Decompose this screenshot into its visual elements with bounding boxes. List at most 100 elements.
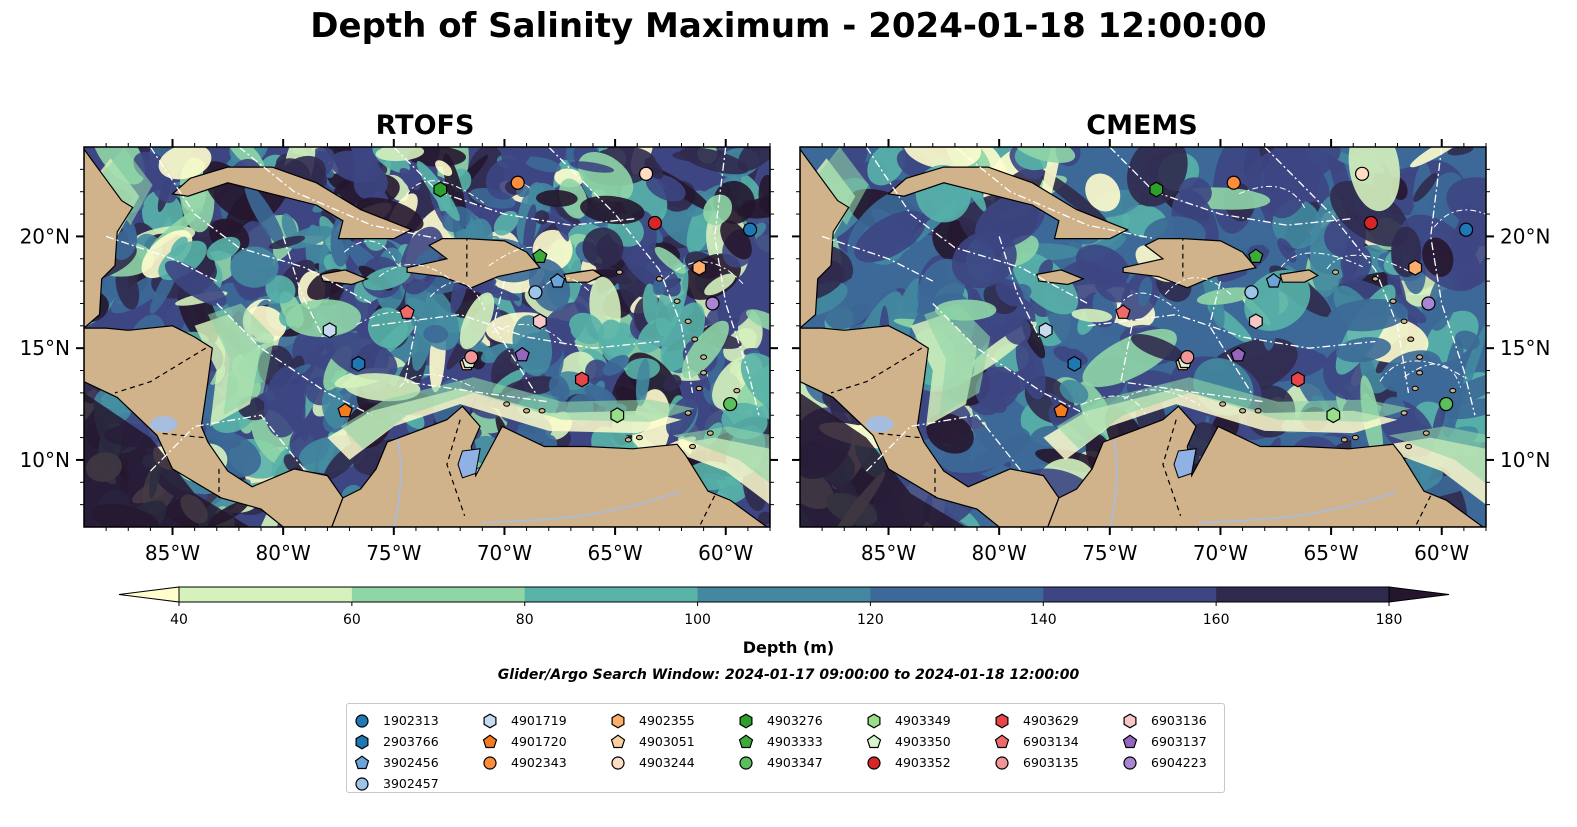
pentagon-marker-icon xyxy=(610,733,626,748)
legend-label: 4903276 xyxy=(767,713,823,728)
legend-label: 6903137 xyxy=(1151,734,1207,749)
rtofs-island-14 xyxy=(733,387,741,394)
colorbar-extend-max xyxy=(1388,586,1450,603)
colorbar-tick-label: 40 xyxy=(170,612,188,628)
cmems-land-6 xyxy=(1047,405,1486,527)
cmems-island-2 xyxy=(1400,410,1408,416)
legend-label: 4903051 xyxy=(639,734,695,749)
float-4903349-marker xyxy=(610,407,625,424)
rtofs-land-3 xyxy=(563,269,604,283)
rtofs-float-markers xyxy=(322,166,758,424)
colorbar-frame xyxy=(178,586,1390,603)
cmems-frame xyxy=(799,146,1487,528)
float-6903134-marker xyxy=(1115,304,1131,319)
cmems-island-12 xyxy=(1254,408,1262,414)
float-4903629-marker xyxy=(1290,371,1305,388)
cmems-island-5 xyxy=(1389,298,1397,304)
float-4901719-marker xyxy=(1038,322,1053,339)
float-4901719-marker xyxy=(322,322,337,339)
cmems-land-1 xyxy=(1122,238,1258,289)
cmems-y-tick-label: 15°N xyxy=(1500,336,1550,360)
cmems-x-tick-label: 85°W xyxy=(861,541,916,565)
legend-item-4901719: 4901719 xyxy=(481,710,567,731)
cmems-land-2 xyxy=(1036,269,1085,286)
rtofs-island-5 xyxy=(673,298,681,304)
pentagon-marker-icon xyxy=(354,754,370,769)
rtofs-x-tick-label: 75°W xyxy=(366,541,421,565)
legend-column: 4903349 4903350 4903352 xyxy=(865,710,951,773)
legend-item-4903244: 4903244 xyxy=(609,752,695,773)
legend-column: 4902355 4903051 4903244 xyxy=(609,710,695,773)
colorbar-extend-min xyxy=(118,586,180,603)
float-legend: 1902313 2903766 3902456 3902457 4901719 49017… xyxy=(346,703,1225,793)
colorbar-bin xyxy=(870,587,1044,602)
rtofs-island-0 xyxy=(700,370,708,376)
hexagon-marker-icon xyxy=(483,713,497,728)
legend-label: 6904223 xyxy=(1151,755,1207,770)
float-4902355-marker xyxy=(1408,259,1423,276)
float-4903347-marker xyxy=(1439,396,1454,412)
pentagon-marker-icon xyxy=(738,733,754,748)
rtofs-eez-boundaries xyxy=(105,147,760,472)
legend-label: 4902343 xyxy=(511,755,567,770)
rtofs-island-16 xyxy=(700,354,708,360)
colorbar-tick-label: 180 xyxy=(1376,612,1403,628)
rtofs-borders xyxy=(114,238,716,527)
legend-item-6903137: 6903137 xyxy=(1121,731,1207,752)
float-6903137-marker xyxy=(514,346,530,362)
float-4903276-marker xyxy=(1149,181,1164,198)
legend-item-4903349: 4903349 xyxy=(865,710,951,731)
rtofs-shallow-coastal-zone xyxy=(84,147,770,505)
legend-item-4903629: 4903629 xyxy=(993,710,1079,731)
cmems-x-tick-label: 65°W xyxy=(1303,541,1358,565)
legend-item-2903766: 2903766 xyxy=(353,731,439,752)
legend-label: 3902457 xyxy=(383,776,439,791)
rtofs-island-7 xyxy=(616,269,624,275)
legend-item-4903347: 4903347 xyxy=(737,752,823,773)
float-2903766-marker xyxy=(1067,355,1082,372)
colorbar-label: Depth (m) xyxy=(742,638,835,657)
cmems-island-13 xyxy=(1351,434,1359,441)
pentagon-marker-icon xyxy=(1122,733,1138,748)
rtofs-river xyxy=(482,490,682,524)
cmems-river-2 xyxy=(1109,439,1118,527)
legend-label: 4901720 xyxy=(511,734,567,749)
rtofs-y-tick-label: 10°N xyxy=(20,448,70,472)
cmems-eez-boundaries xyxy=(821,147,1486,472)
legend-item-4903333: 4903333 xyxy=(737,731,823,752)
cmems-float-markers xyxy=(1038,166,1474,424)
float-6903134-marker xyxy=(399,304,415,319)
rtofs-x-tick-label: 85°W xyxy=(145,541,200,565)
cmems-island-15 xyxy=(1340,437,1348,443)
legend-column: 4903276 4903333 4903347 xyxy=(737,710,823,773)
cmems-x-tick-label: 80°W xyxy=(972,541,1027,565)
legend-column: 6903136 6903137 6904223 xyxy=(1121,710,1207,773)
float-4902343-marker xyxy=(1226,175,1241,190)
rtofs-x-tick-label: 70°W xyxy=(477,541,532,565)
legend-label: 4903350 xyxy=(895,734,951,749)
cmems-lake-nicaragua xyxy=(865,416,894,433)
rtofs-pacific-deep xyxy=(84,392,250,527)
rtofs-lake-nicaragua xyxy=(149,416,178,433)
cmems-island-0 xyxy=(1416,370,1424,376)
pentagon-marker-icon xyxy=(482,733,498,748)
float-4903347-marker xyxy=(723,396,738,412)
cmems-island-7 xyxy=(1332,269,1340,275)
rtofs-land-6 xyxy=(331,405,770,527)
float-4902343-marker xyxy=(510,175,525,190)
rtofs-x-tick-label: 65°W xyxy=(587,541,642,565)
float-6904223-marker xyxy=(1421,296,1436,311)
circle-marker-icon xyxy=(483,755,497,770)
colorbar-tick-label: 80 xyxy=(516,612,534,628)
rtofs-island-6 xyxy=(655,276,663,282)
rtofs-island-15 xyxy=(624,437,632,443)
rtofs-island-11 xyxy=(523,408,531,414)
cmems-x-tick-label: 75°W xyxy=(1082,541,1137,565)
rtofs-island-10 xyxy=(503,401,511,407)
cmems-x-tick-label: 60°W xyxy=(1414,541,1469,565)
hexagon-marker-icon xyxy=(739,713,753,728)
float-4903629-marker xyxy=(574,371,589,388)
legend-label: 4903244 xyxy=(639,755,695,770)
circle-marker-icon xyxy=(739,755,753,770)
cmems-lake-maracaibo xyxy=(1173,448,1197,479)
